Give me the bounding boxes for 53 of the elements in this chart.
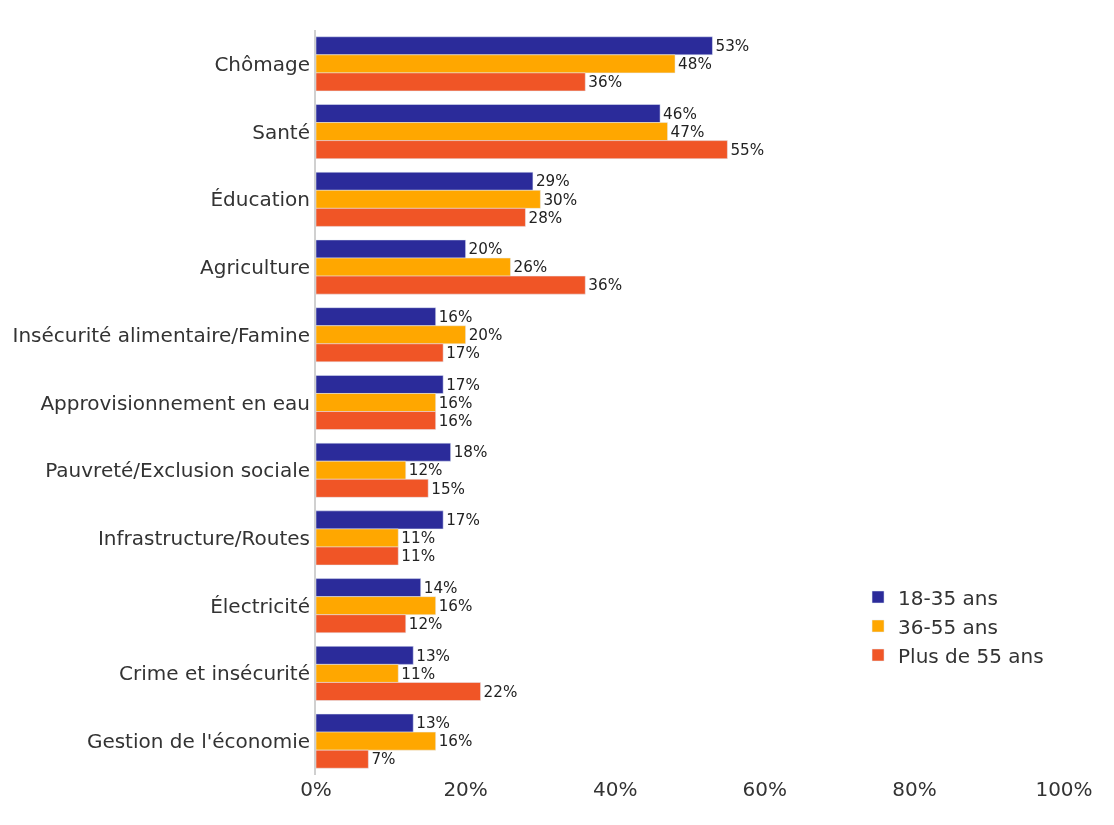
data-label: 16% [438, 393, 473, 412]
data-label: 46% [663, 104, 697, 123]
data-label: 36% [588, 276, 623, 295]
data-label: 22% [483, 682, 518, 701]
y-tick-label: Crime et insécurité [119, 661, 310, 686]
y-tick-label: Gestion de l'économie [86, 729, 310, 754]
y-tick-label: Infrastructure/Routes [97, 525, 310, 550]
data-label: 16% [438, 732, 473, 751]
data-label: 7% [371, 750, 396, 769]
data-label: 14% [423, 578, 458, 597]
data-label: 18% [453, 443, 488, 462]
data-label: 30% [543, 190, 578, 209]
y-tick-label: Insécurité alimentaire/Famine [12, 322, 310, 347]
data-label: 13% [416, 714, 451, 733]
data-label: 53% [715, 37, 750, 56]
data-label: 29% [535, 172, 570, 191]
data-label: 11% [401, 529, 436, 548]
data-label: 17% [446, 344, 480, 363]
data-label: 55% [730, 140, 765, 159]
data-label: 20% [468, 326, 503, 344]
data-label: 20% [468, 240, 503, 259]
x-tick-label: 60% [742, 777, 788, 801]
y-tick-label: Santé [252, 119, 310, 144]
data-label: 48% [678, 55, 712, 74]
x-tick-label: 20% [443, 777, 488, 801]
legend-label: Plus de 55 ans [898, 643, 1044, 668]
x-tick-label: 0% [300, 777, 332, 801]
y-tick-label: Approvisionnement en eau [40, 390, 310, 415]
data-label: 13% [416, 646, 451, 665]
legend-label: 36-55 ans [898, 614, 998, 639]
y-tick-label: Éducation [210, 187, 310, 212]
data-label: 28% [528, 208, 563, 227]
data-label: 12% [408, 614, 443, 633]
data-label: 11% [401, 547, 436, 566]
data-label: 15% [431, 479, 465, 498]
data-label: 17% [446, 511, 480, 530]
data-label: 36% [588, 73, 623, 92]
legend-label: 18-35 ans [898, 585, 998, 610]
x-tick-label: 80% [892, 777, 937, 801]
data-label: 26% [513, 258, 548, 277]
y-tick-label: Chômage [214, 51, 310, 76]
y-tick-label: Pauvreté/Exclusion sociale [45, 458, 310, 483]
data-label: 16% [438, 596, 473, 615]
data-label: 16% [438, 411, 473, 430]
data-label: 47% [670, 122, 705, 141]
x-tick-label: 40% [592, 777, 638, 801]
data-label: 17% [446, 375, 480, 394]
y-tick-label: Agriculture [200, 255, 310, 280]
data-label: 11% [401, 664, 436, 683]
y-tick-label: Électricité [210, 593, 310, 618]
x-tick-label: 100% [1035, 777, 1093, 801]
data-label: 12% [408, 461, 443, 480]
data-label: 16% [438, 307, 473, 326]
